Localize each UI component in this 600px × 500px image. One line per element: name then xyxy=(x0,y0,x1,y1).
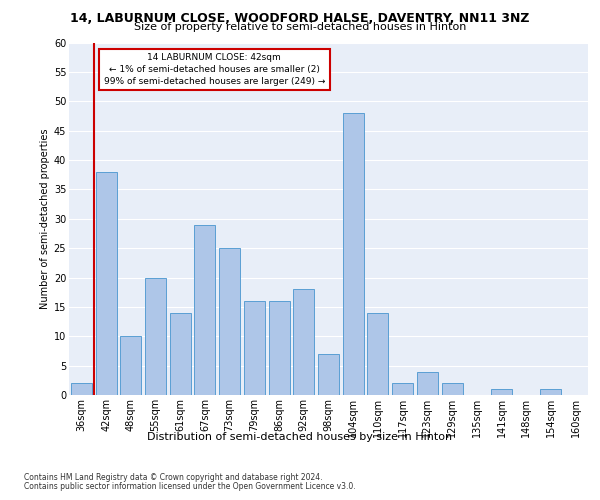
Bar xyxy=(293,289,314,395)
Text: Contains public sector information licensed under the Open Government Licence v3: Contains public sector information licen… xyxy=(24,482,356,491)
Bar xyxy=(269,301,290,395)
Bar xyxy=(392,383,413,395)
Bar xyxy=(95,172,116,395)
Bar xyxy=(343,113,364,395)
Bar xyxy=(442,383,463,395)
Bar xyxy=(194,224,215,395)
Text: 14 LABURNUM CLOSE: 42sqm
← 1% of semi-detached houses are smaller (2)
99% of sem: 14 LABURNUM CLOSE: 42sqm ← 1% of semi-de… xyxy=(104,53,325,86)
Bar xyxy=(491,389,512,395)
Bar xyxy=(541,389,562,395)
Y-axis label: Number of semi-detached properties: Number of semi-detached properties xyxy=(40,128,50,309)
Text: Size of property relative to semi-detached houses in Hinton: Size of property relative to semi-detach… xyxy=(134,22,466,32)
Bar xyxy=(71,383,92,395)
Bar xyxy=(318,354,339,395)
Bar xyxy=(367,313,388,395)
Bar xyxy=(417,372,438,395)
Bar xyxy=(170,313,191,395)
Text: Contains HM Land Registry data © Crown copyright and database right 2024.: Contains HM Land Registry data © Crown c… xyxy=(24,472,323,482)
Text: Distribution of semi-detached houses by size in Hinton: Distribution of semi-detached houses by … xyxy=(148,432,452,442)
Text: 14, LABURNUM CLOSE, WOODFORD HALSE, DAVENTRY, NN11 3NZ: 14, LABURNUM CLOSE, WOODFORD HALSE, DAVE… xyxy=(70,12,530,26)
Bar xyxy=(120,336,141,395)
Bar xyxy=(145,278,166,395)
Bar xyxy=(244,301,265,395)
Bar xyxy=(219,248,240,395)
